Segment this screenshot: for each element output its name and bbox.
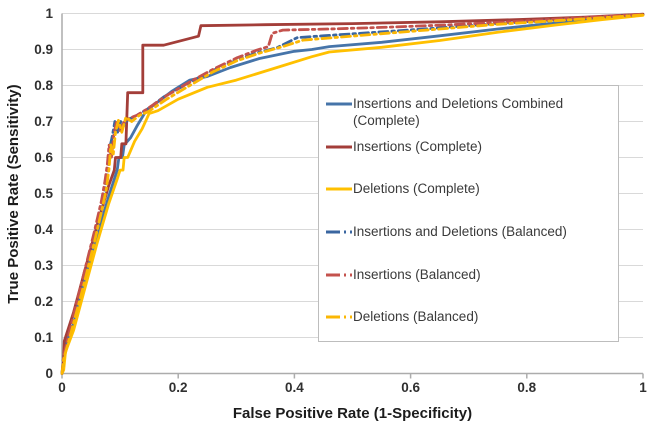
legend-swatch-line — [326, 145, 352, 149]
y-tick-label: 0 — [45, 366, 53, 381]
legend-label: Deletions (Complete) — [353, 181, 480, 196]
x-tick-label: 0.8 — [517, 380, 536, 395]
legend-swatch-line — [326, 102, 352, 106]
legend-label: Insertions (Balanced) — [353, 267, 481, 282]
y-tick-label: 1 — [45, 6, 53, 21]
y-tick-label: 0.7 — [34, 114, 53, 129]
legend-swatch-line — [326, 273, 352, 277]
x-tick-label: 0.2 — [169, 380, 188, 395]
x-tick-label: 1 — [639, 380, 647, 395]
legend-label: Insertions and Deletions (Balanced) — [353, 224, 567, 239]
legend-item: Insertions (Complete) — [326, 138, 615, 155]
x-tick-label: 0.4 — [285, 380, 304, 395]
y-tick-label: 0.1 — [34, 330, 53, 345]
legend-swatch-line — [326, 187, 352, 191]
legend-swatch-line — [326, 230, 352, 234]
series-line-4 — [60, 12, 645, 375]
series-line-2 — [60, 13, 645, 375]
legend-item: Deletions (Balanced) — [326, 308, 615, 325]
x-axis-title: False Positive Rate (1-Specificity) — [232, 405, 473, 422]
x-tick-label: 0.6 — [401, 380, 420, 395]
legend-swatch-line — [326, 315, 352, 319]
x-tick-label: 0 — [58, 380, 66, 395]
legend: Insertions and Deletions Combined (Compl… — [318, 85, 619, 342]
y-tick-label: 0.6 — [34, 150, 53, 165]
y-tick-label: 0.8 — [34, 78, 53, 93]
series-line-5 — [60, 13, 645, 375]
y-tick-label: 0.4 — [34, 222, 53, 237]
legend-item: Insertions (Balanced) — [326, 266, 615, 283]
legend-item: Insertions and Deletions Combined (Compl… — [326, 95, 615, 129]
legend-label: Insertions (Complete) — [353, 139, 483, 154]
y-axis-title: True Positive Rate (Sensitivity) — [5, 84, 22, 304]
legend-item: Deletions (Complete) — [326, 180, 615, 197]
y-tick-label: 0.3 — [34, 258, 53, 273]
y-tick-label: 0.5 — [34, 186, 53, 201]
legend-label: Deletions (Balanced) — [353, 309, 479, 324]
y-tick-label: 0.9 — [34, 42, 53, 57]
y-tick-label: 0.2 — [34, 294, 53, 309]
legend-item: Insertions and Deletions (Balanced) — [326, 223, 615, 240]
legend-label: Insertions and Deletions Combined (Compl… — [353, 96, 564, 128]
